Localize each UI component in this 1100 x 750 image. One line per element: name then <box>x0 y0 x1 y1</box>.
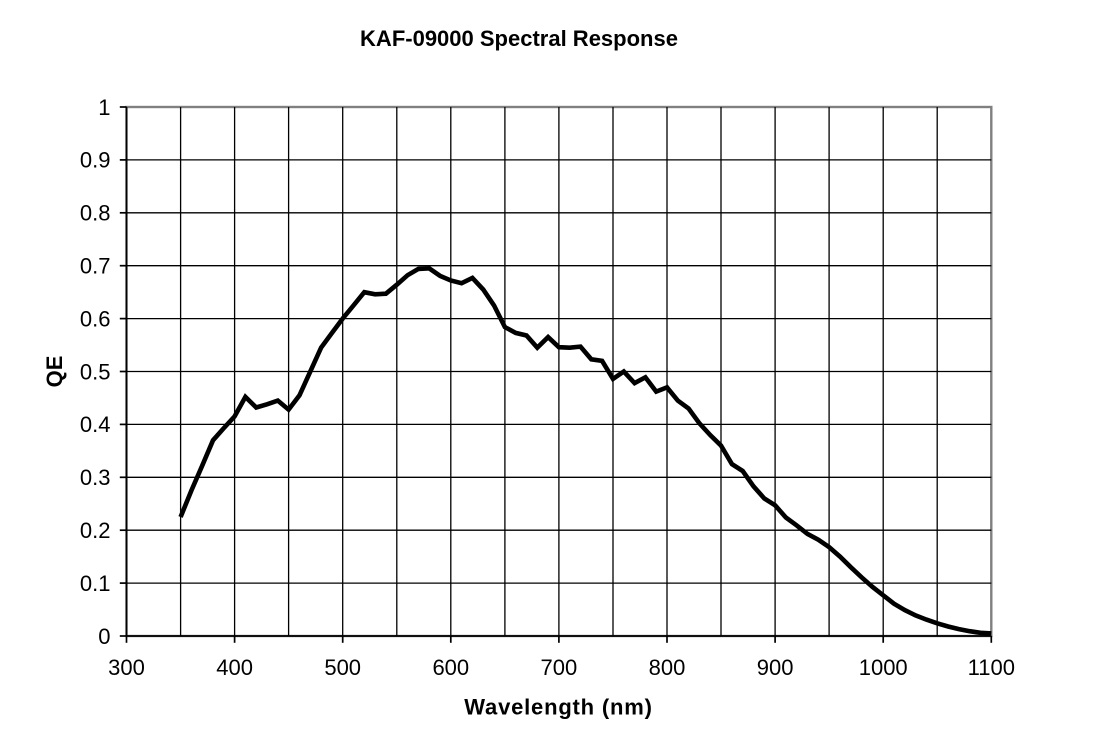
svg-text:1100: 1100 <box>968 655 1015 680</box>
svg-text:0.4: 0.4 <box>80 412 111 437</box>
svg-text:0: 0 <box>98 624 110 649</box>
svg-text:0.7: 0.7 <box>80 254 111 279</box>
svg-text:0.1: 0.1 <box>80 571 111 596</box>
svg-text:KAF-09000 Spectral Response: KAF-09000 Spectral Response <box>360 26 678 51</box>
svg-text:Wavelength (nm): Wavelength (nm) <box>464 695 652 720</box>
svg-text:0.2: 0.2 <box>80 518 111 543</box>
svg-text:300: 300 <box>108 655 145 680</box>
svg-text:900: 900 <box>757 655 794 680</box>
svg-text:0.9: 0.9 <box>80 148 111 173</box>
svg-text:800: 800 <box>649 655 686 680</box>
svg-text:0.6: 0.6 <box>80 306 111 331</box>
svg-text:600: 600 <box>432 655 469 680</box>
svg-text:0.8: 0.8 <box>80 201 111 226</box>
svg-text:700: 700 <box>541 655 578 680</box>
svg-text:500: 500 <box>324 655 361 680</box>
svg-text:0.5: 0.5 <box>80 359 111 384</box>
svg-text:1: 1 <box>98 95 110 120</box>
svg-text:0.3: 0.3 <box>80 465 111 490</box>
svg-text:QE: QE <box>42 356 67 388</box>
svg-text:400: 400 <box>216 655 253 680</box>
svg-text:1000: 1000 <box>859 655 908 680</box>
